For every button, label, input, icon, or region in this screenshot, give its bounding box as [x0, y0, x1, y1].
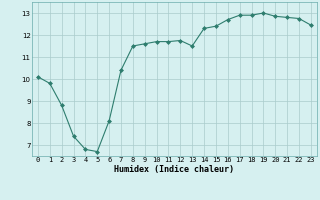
X-axis label: Humidex (Indice chaleur): Humidex (Indice chaleur)	[115, 165, 234, 174]
